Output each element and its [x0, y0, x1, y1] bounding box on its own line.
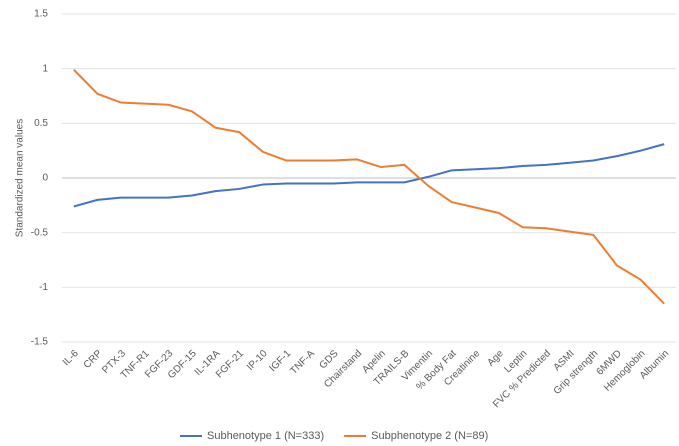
x-tick-label: IP-10	[245, 348, 270, 373]
legend-label: Subphenotype 2 (N=89)	[371, 430, 488, 442]
y-tick-label: 1.5	[34, 9, 48, 20]
y-tick-label: 0	[42, 173, 48, 184]
y-tick-label: -1	[39, 282, 48, 293]
y-axis-label: Standardized mean values	[15, 119, 26, 237]
series-line	[73, 143, 665, 208]
y-tick-label: -1.5	[31, 337, 49, 348]
x-tick-label: IL-6	[61, 348, 81, 368]
x-tick-label: TNF-A	[288, 348, 317, 377]
legend-label: Subhenotype 1 (N=333)	[207, 430, 324, 442]
y-tick-label: 1	[42, 63, 48, 74]
series-line	[73, 69, 665, 305]
y-tick-label: 0.5	[34, 118, 48, 129]
y-tick-label: -0.5	[31, 227, 49, 238]
